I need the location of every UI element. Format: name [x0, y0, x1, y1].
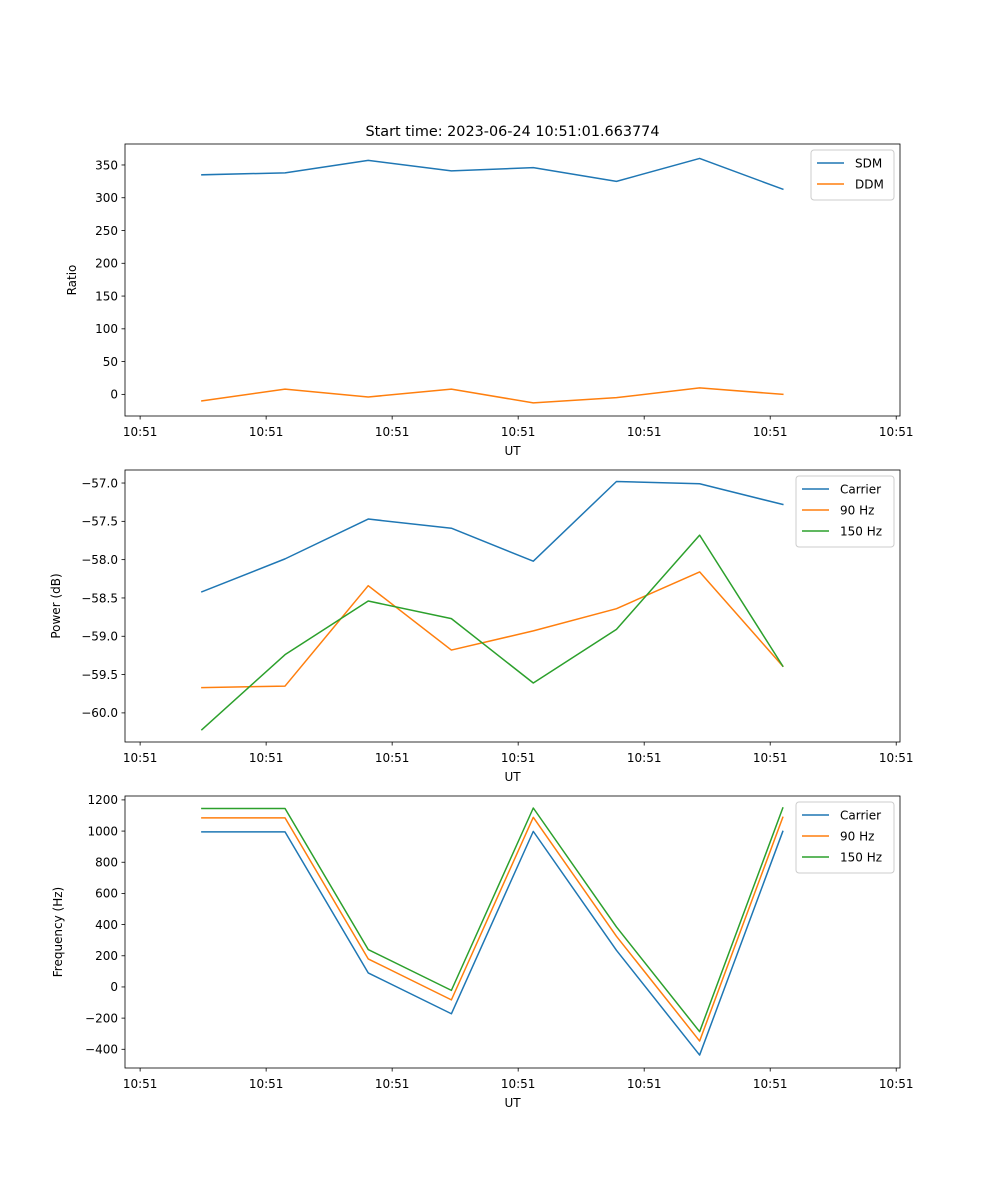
- y-tick-label: 150: [95, 289, 118, 303]
- x-tick-label: 10:51: [879, 1077, 914, 1091]
- series-line-carrier: [201, 830, 784, 1056]
- x-axis-label: UT: [504, 444, 521, 458]
- x-tick-label: 10:51: [375, 751, 410, 765]
- chart-title: Start time: 2023-06-24 10:51:01.663774: [365, 124, 659, 140]
- y-axis-label: Power (dB): [49, 573, 63, 638]
- x-tick-label: 10:51: [501, 425, 536, 439]
- x-tick-label: 10:51: [123, 425, 158, 439]
- legend-label: 150 Hz: [840, 524, 882, 538]
- legend-label: Carrier: [840, 808, 881, 822]
- x-axis-label: UT: [504, 1096, 521, 1110]
- y-tick-label: 600: [95, 887, 118, 901]
- x-tick-label: 10:51: [249, 751, 284, 765]
- legend: Carrier 90 Hz 150 Hz: [795, 475, 895, 548]
- series-line-90-hz: [201, 816, 784, 1042]
- legend-box: [795, 475, 895, 548]
- series-line-ddm: [201, 387, 784, 404]
- x-tick-label: 10:51: [627, 425, 662, 439]
- y-tick-label: 100: [95, 322, 118, 336]
- series-line-90-hz: [201, 571, 784, 689]
- subplot-3: 10:5110:5110:5110:5110:5110:5110:5110:52…: [51, 793, 914, 1110]
- y-tick-label: 300: [95, 191, 118, 205]
- y-tick-label: 200: [95, 949, 118, 963]
- y-tick-label: 1200: [87, 793, 118, 807]
- x-tick-label: 10:51: [501, 751, 536, 765]
- legend-label: 90 Hz: [840, 829, 874, 843]
- series-line-150-hz: [201, 807, 784, 1033]
- y-tick-label: 250: [95, 224, 118, 238]
- legend-label: 90 Hz: [840, 503, 874, 517]
- x-tick-label: 10:51: [879, 425, 914, 439]
- series-line-carrier: [200, 480, 784, 593]
- y-tick-label: 400: [95, 918, 118, 932]
- subplot-panels: 10:5110:5110:5110:5110:5110:5110:5110:52…: [49, 143, 914, 1110]
- y-tick-label: 50: [103, 355, 118, 369]
- legend: SDM DDM: [810, 149, 895, 201]
- legend-label: DDM: [855, 177, 884, 191]
- x-tick-label: 10:51: [249, 1077, 284, 1091]
- y-tick-label: 350: [95, 158, 118, 172]
- x-tick-label: 10:51: [123, 1077, 158, 1091]
- x-tick-label: 10:51: [375, 1077, 410, 1091]
- legend-label: 150 Hz: [840, 850, 882, 864]
- legend: Carrier 90 Hz 150 Hz: [795, 801, 895, 874]
- x-tick-label: 10:51: [753, 425, 788, 439]
- axes-frame: [124, 143, 901, 417]
- x-tick-label: 10:51: [753, 1077, 788, 1091]
- legend-label: Carrier: [840, 482, 881, 496]
- x-tick-label: 10:51: [627, 751, 662, 765]
- axes-frame: [124, 795, 901, 1069]
- x-tick-label: 10:51: [753, 751, 788, 765]
- y-tick-label: 800: [95, 856, 118, 870]
- y-tick-label: 0: [110, 980, 118, 994]
- y-tick-label: −59.5: [81, 668, 118, 682]
- y-axis-label: Frequency (Hz): [51, 887, 65, 978]
- series-line-150-hz: [200, 534, 784, 731]
- y-tick-label: 0: [110, 388, 118, 402]
- y-tick-label: 1000: [87, 824, 118, 838]
- legend-box: [795, 801, 895, 874]
- x-axis-label: UT: [504, 770, 521, 784]
- y-tick-label: −57.0: [81, 476, 118, 490]
- legend-label: SDM: [855, 156, 882, 170]
- y-axis-label: Ratio: [65, 265, 79, 296]
- x-tick-label: 10:51: [627, 1077, 662, 1091]
- x-tick-label: 10:51: [123, 751, 158, 765]
- y-tick-label: −60.0: [81, 706, 118, 720]
- y-tick-label: −58.0: [81, 553, 118, 567]
- x-tick-label: 10:51: [501, 1077, 536, 1091]
- series-line-sdm: [201, 157, 784, 191]
- x-tick-label: 10:51: [375, 425, 410, 439]
- x-tick-label: 10:51: [249, 425, 284, 439]
- y-tick-label: −400: [85, 1043, 118, 1057]
- y-tick-label: −200: [85, 1011, 118, 1025]
- y-tick-label: −59.0: [81, 630, 118, 644]
- subplot-1: 10:5110:5110:5110:5110:5110:5110:5110:52…: [65, 143, 914, 458]
- y-tick-label: 200: [95, 257, 118, 271]
- subplot-2: 10:5110:5110:5110:5110:5110:5110:5110:52…: [49, 469, 914, 784]
- y-tick-label: −57.5: [81, 515, 118, 529]
- axes-frame: [124, 469, 901, 743]
- x-tick-label: 10:51: [879, 751, 914, 765]
- y-tick-label: −58.5: [81, 591, 118, 605]
